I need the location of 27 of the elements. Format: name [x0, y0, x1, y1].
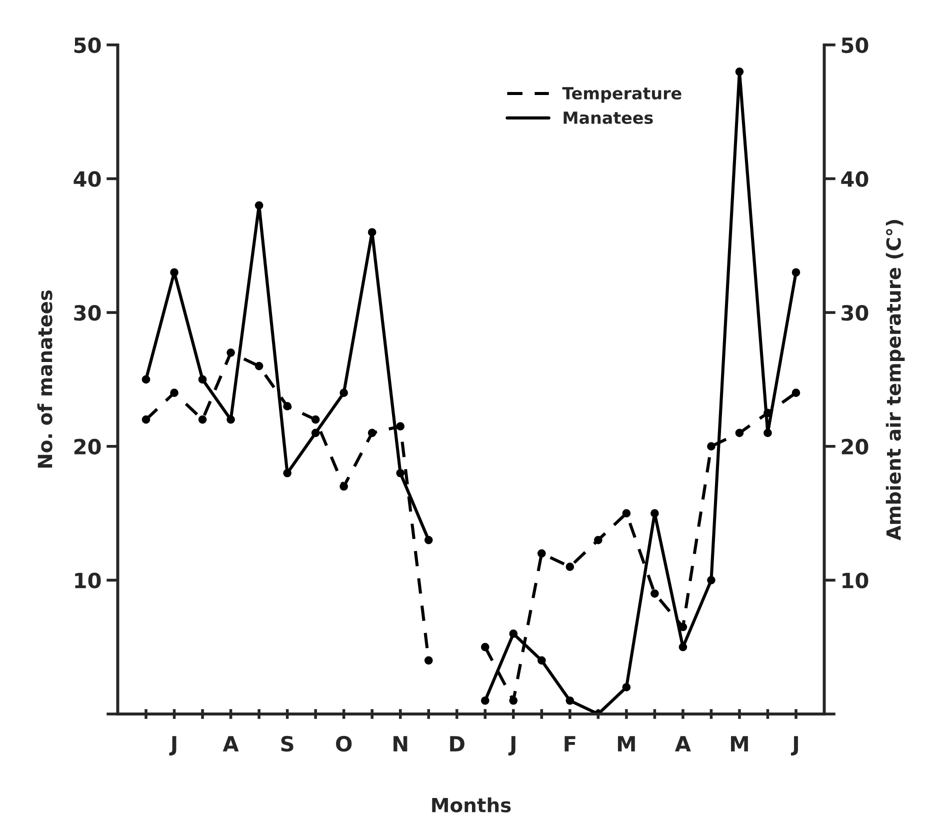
y-tick-label: 50	[74, 37, 101, 54]
legend-label: Manatees	[564, 112, 653, 124]
y2-axis-title: Ambient air temperature (C°)	[886, 220, 905, 540]
x-tick-label: F	[564, 736, 576, 752]
y2-tick-label: 50	[842, 37, 868, 54]
y2-tick-label: 40	[841, 171, 868, 187]
x-tick-label: A	[674, 736, 691, 752]
y-tick-label: 20	[74, 438, 101, 455]
x-tick-label: J	[508, 736, 516, 756]
x-tick-label: D	[450, 736, 464, 752]
y-tick-label: 30	[74, 304, 101, 321]
y2-tick-label: 10	[842, 572, 868, 588]
x-tick-label: M	[618, 736, 635, 752]
y-tick-label: 40	[74, 171, 101, 187]
legend-label: Temperature	[562, 87, 682, 103]
x-tick-label: M	[731, 736, 748, 752]
x-tick-label: O	[336, 736, 352, 752]
x-axis-title: Months	[432, 797, 511, 812]
y-tick-label: 10	[75, 572, 101, 588]
x-tick-label: J	[169, 736, 176, 756]
x-tick-label: A	[222, 736, 239, 752]
y2-tick-label: 30	[842, 304, 868, 321]
x-tick-label: S	[281, 736, 294, 752]
x-tick-label: N	[394, 736, 408, 752]
y2-tick-label: 20	[842, 438, 868, 455]
y-axis-title: No. of manatees	[37, 290, 52, 468]
x-tick-label: J	[790, 736, 798, 756]
